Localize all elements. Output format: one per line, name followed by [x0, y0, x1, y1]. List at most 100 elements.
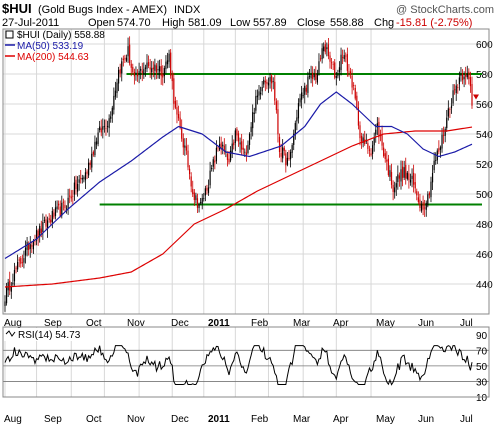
- price-candle-body: [428, 192, 431, 196]
- ma50-line: [4, 91, 473, 260]
- watermark: @ StockCharts.com: [396, 4, 494, 16]
- price-candle-body: [70, 196, 72, 199]
- price-candle-body: [449, 108, 451, 110]
- price-x-tick-label: Feb: [251, 318, 269, 329]
- price-candle-body: [250, 126, 252, 133]
- price-y-tick-label: 600: [476, 40, 493, 51]
- price-candle-body: [237, 133, 240, 142]
- price-candle-body: [111, 107, 113, 116]
- price-candle-body: [39, 225, 41, 237]
- price-candle-body: [113, 95, 115, 110]
- price-candle-body: [299, 98, 301, 103]
- price-candle-body: [466, 73, 468, 78]
- price-candle-body: [97, 132, 99, 145]
- price-candle-body: [222, 144, 224, 147]
- rsi-x-tick-label: Nov: [127, 414, 145, 425]
- price-candle-body: [381, 134, 383, 146]
- price-candle-body: [427, 194, 429, 206]
- price-candle-body: [419, 199, 421, 209]
- price-candle-body: [307, 76, 309, 93]
- price-candle-body: [193, 192, 195, 201]
- price-y-tick-label: 540: [476, 130, 493, 141]
- price-candle-body: [293, 133, 295, 145]
- price-candle-body: [308, 76, 311, 78]
- price-candle-body: [121, 61, 123, 74]
- price-panel-frame: [2, 28, 490, 315]
- price-candle-body: [234, 130, 236, 143]
- price-candle-body: [12, 282, 14, 285]
- price-candle-body: [124, 58, 126, 60]
- price-candle-body: [433, 160, 435, 171]
- price-candle-body: [259, 92, 262, 95]
- price-candle-body: [324, 44, 326, 52]
- price-candle-body: [261, 87, 263, 92]
- price-candle-body: [458, 77, 460, 85]
- price-candle-body: [252, 112, 254, 129]
- price-candle-body: [438, 148, 440, 152]
- price-candle-body: [62, 201, 64, 203]
- price-candle-body: [23, 258, 25, 263]
- price-candle-body: [190, 176, 192, 187]
- price-candle-body: [386, 159, 388, 162]
- price-candle-body: [372, 145, 374, 154]
- price-candle-body: [255, 96, 257, 111]
- price-candle-body: [151, 68, 153, 73]
- last-price-marker: [473, 94, 479, 100]
- price-candle-body: [223, 145, 225, 151]
- price-candle-body: [99, 126, 101, 131]
- price-candle-body: [296, 117, 298, 122]
- price-candle-body: [177, 114, 180, 119]
- open-label: Open: [88, 17, 115, 29]
- price-candle-body: [69, 195, 71, 197]
- price-candle-body: [236, 128, 238, 136]
- legend-price: $HUI (Daily) 558.88: [17, 30, 105, 41]
- price-x-tick-label: May: [376, 318, 395, 329]
- price-candle-body: [195, 195, 197, 200]
- price-candle-body: [241, 141, 243, 150]
- price-candle-body: [110, 116, 112, 119]
- price-candle-body: [114, 90, 117, 97]
- price-candle-body: [345, 55, 347, 57]
- close-value: 558.88: [330, 17, 364, 29]
- price-candle-body: [454, 89, 456, 91]
- price-candle-body: [248, 134, 251, 145]
- price-candle-body: [105, 128, 107, 130]
- price-candle-body: [56, 206, 58, 210]
- price-candle-body: [170, 52, 172, 76]
- price-candle-body: [100, 128, 102, 133]
- price-candle-body: [441, 134, 443, 149]
- price-y-tick-label: 520: [476, 160, 493, 171]
- price-candle-body: [181, 128, 183, 139]
- price-candle-body: [269, 76, 271, 82]
- price-candle-body: [80, 177, 82, 179]
- price-candle-body: [149, 67, 151, 70]
- price-candle-body: [285, 153, 287, 166]
- price-x-tick-label: Dec: [171, 318, 189, 329]
- price-candle-body: [359, 125, 361, 139]
- price-candle-body: [332, 63, 334, 65]
- price-candle-body: [29, 244, 31, 249]
- price-candle-body: [319, 58, 322, 60]
- rsi-x-tick-label: Aug: [4, 414, 22, 425]
- price-candle-body: [302, 95, 304, 97]
- rsi-legend: RSI(14) 54.73: [18, 330, 81, 341]
- price-candle-body: [26, 241, 28, 250]
- price-candle-body: [17, 261, 19, 270]
- price-candle-body: [312, 72, 314, 79]
- chg-value: -15.81 (-2.75%): [396, 17, 472, 29]
- price-candle-body: [327, 44, 330, 57]
- price-candle-body: [274, 81, 276, 101]
- price-x-tick-label: Nov: [127, 318, 145, 329]
- rsi-x-tick-label: 2011: [208, 414, 230, 425]
- price-candle-body: [277, 109, 279, 135]
- price-candle-body: [353, 85, 355, 86]
- price-candle-body: [10, 286, 12, 292]
- price-candle-body: [367, 143, 369, 149]
- price-candle-body: [340, 54, 342, 71]
- price-candle-body: [360, 136, 363, 142]
- price-candle-body: [212, 159, 214, 167]
- rsi-x-tick-label: Jul: [460, 414, 473, 425]
- price-candle-body: [179, 117, 181, 128]
- price-candle-body: [356, 95, 358, 108]
- rsi-line: [4, 345, 473, 386]
